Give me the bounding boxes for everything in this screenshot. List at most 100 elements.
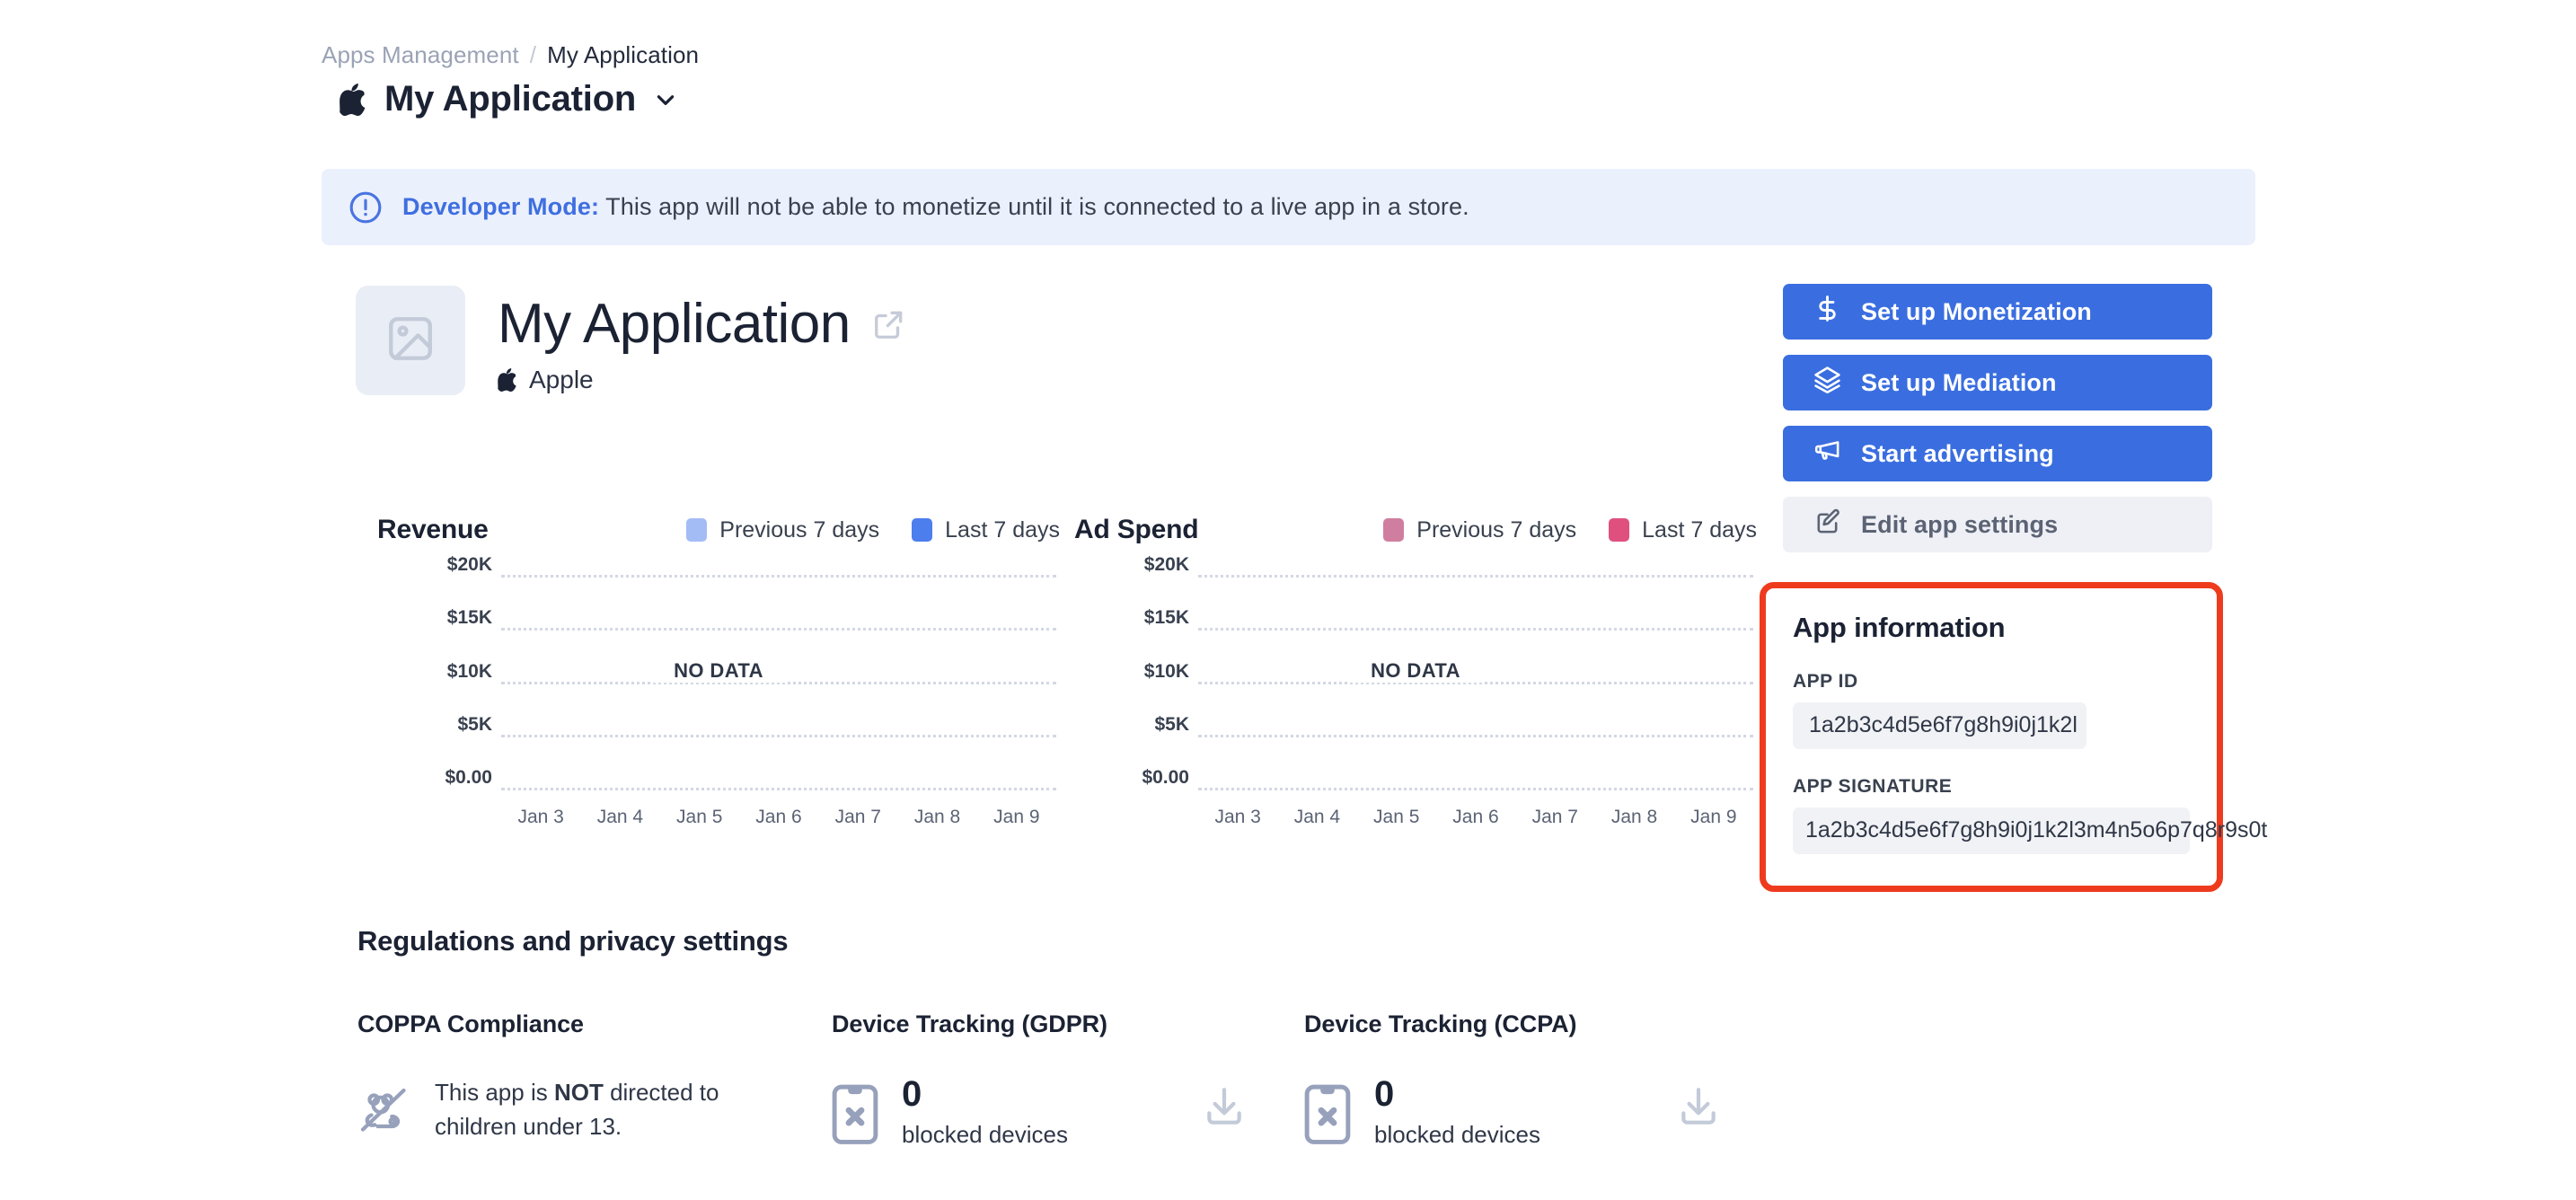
x-axis: Jan 3 Jan 4 Jan 5 Jan 6 Jan 7 Jan 8 Jan … (501, 807, 1056, 828)
chart-title: Revenue (377, 515, 489, 544)
x-tick-label: Jan 3 (1214, 807, 1261, 827)
download-icon[interactable] (1202, 1084, 1247, 1129)
x-tick-label: Jan 4 (1293, 807, 1341, 827)
coppa-text-after: directed to children under 13. (435, 1079, 719, 1140)
breadcrumb: Apps Management / My Application (322, 41, 699, 69)
y-tick-label: $0.00 (1142, 767, 1189, 788)
legend-item[interactable]: Previous 7 days (1383, 517, 1576, 543)
app-information-card: App information APP ID 1a2b3c4d5e6f7g8h9… (1760, 582, 2267, 892)
ccpa-blocked-count: 0 (1374, 1074, 1395, 1114)
breadcrumb-current: My Application (547, 41, 700, 68)
y-tick-label: $15K (446, 607, 492, 628)
x-tick-label: Jan 4 (596, 807, 644, 827)
gridline (501, 682, 1056, 684)
coppa-heading: COPPA Compliance (357, 1010, 584, 1037)
app-signature-value[interactable]: 1a2b3c4d5e6f7g8h9i0j1k2l3m4n5o6p7q8r9s0t (1793, 807, 2267, 854)
y-tick-label: $15K (1143, 607, 1189, 628)
y-tick-label: $10K (1143, 661, 1189, 682)
ad-spend-chart: Ad Spend Previous 7 days Last 7 days $20… (1074, 514, 1757, 827)
gridline (501, 628, 1056, 631)
legend-item[interactable]: Previous 7 days (686, 517, 879, 543)
platform-label: Apple (529, 366, 594, 394)
breadcrumb-apps-management[interactable]: Apps Management (322, 41, 519, 68)
ccpa-heading: Device Tracking (CCPA) (1304, 1010, 1577, 1037)
image-placeholder-icon (384, 313, 437, 369)
button-label: Set up Mediation (1861, 368, 2057, 396)
gdpr-blocked-count: 0 (902, 1074, 922, 1114)
device-tracking-ccpa-block: Device Tracking (CCPA) 0 blocked devices (1304, 1010, 1753, 1149)
legend-label: Last 7 days (1642, 516, 1757, 543)
app-id-value[interactable]: 1a2b3c4d5e6f7g8h9i0j1k2l (1793, 702, 2086, 749)
set-up-mediation-button[interactable]: Set up Mediation (1783, 355, 2212, 410)
megaphone-icon (1813, 437, 1841, 471)
button-label: Set up Monetization (1861, 297, 2092, 325)
app-name: My Application (498, 293, 851, 355)
gridline (1198, 682, 1753, 684)
gridline (1198, 575, 1753, 578)
legend-label: Previous 7 days (1416, 516, 1577, 543)
action-buttons: Set up Monetization Set up Mediation Sta… (1783, 284, 2212, 552)
gridline (501, 735, 1056, 737)
alert-circle-icon (348, 190, 383, 225)
external-link-icon[interactable] (872, 307, 906, 341)
y-tick-label: $20K (1143, 554, 1189, 575)
start-advertising-button[interactable]: Start advertising (1783, 426, 2212, 481)
x-tick-label: Jan 9 (1690, 807, 1737, 827)
developer-mode-banner: Developer Mode: This app will not be abl… (322, 169, 2255, 245)
legend-swatch (686, 518, 708, 542)
coppa-text-emphasis: NOT (553, 1079, 604, 1106)
gridline (501, 575, 1056, 578)
chevron-down-icon[interactable] (654, 88, 677, 111)
legend-item[interactable]: Last 7 days (912, 517, 1060, 543)
teddy-bear-blocked-icon (357, 1083, 411, 1137)
edit-app-settings-button[interactable]: Edit app settings (1783, 497, 2212, 552)
x-tick-label: Jan 5 (1373, 807, 1420, 827)
x-tick-label: Jan 3 (517, 807, 564, 827)
no-data-label: NO DATA (1347, 659, 1484, 683)
apple-icon (340, 83, 366, 116)
legend-swatch (1609, 518, 1630, 542)
x-tick-label: Jan 6 (755, 807, 802, 827)
app-header[interactable]: My Application (340, 79, 677, 119)
legend-item[interactable]: Last 7 days (1609, 517, 1757, 543)
gridline (501, 788, 1056, 790)
no-data-label: NO DATA (650, 659, 787, 683)
page-title: My Application (384, 79, 637, 119)
app-information-title: App information (1793, 612, 2006, 643)
set-up-monetization-button[interactable]: Set up Monetization (1783, 284, 2212, 340)
button-label: Start advertising (1861, 439, 2054, 467)
chart-plot-area: $20K $15K $10K NO DATA $5K $0.00 Jan (1074, 554, 1757, 827)
app-id-label: APP ID (1793, 671, 1858, 692)
chart-plot-area: $20K $15K $10K NO DATA $5K $0.00 Jan (377, 554, 1060, 827)
ccpa-blocked-label: blocked devices (1374, 1121, 1540, 1148)
banner-strong-label: Developer Mode: (402, 193, 600, 220)
apple-icon (498, 368, 517, 393)
app-identity: My Application Apple (356, 286, 906, 395)
revenue-chart: Revenue Previous 7 days Last 7 days $20K… (377, 514, 1060, 827)
y-tick-label: $5K (1154, 714, 1189, 735)
banner-body-text: This app will not be able to monetize un… (599, 193, 1469, 220)
download-icon[interactable] (1676, 1084, 1721, 1129)
chart-legend: Previous 7 days Last 7 days (1383, 517, 1757, 543)
chart-legend: Previous 7 days Last 7 days (686, 517, 1060, 543)
app-thumbnail (356, 286, 465, 395)
gridline (1198, 735, 1753, 737)
gridline (1198, 788, 1753, 790)
x-tick-label: Jan 7 (1531, 807, 1578, 827)
x-tick-label: Jan 7 (834, 807, 881, 827)
edit-square-icon (1813, 507, 1841, 542)
x-tick-label: Jan 8 (1610, 807, 1658, 827)
legend-swatch (912, 518, 933, 542)
chart-title: Ad Spend (1074, 515, 1199, 544)
coppa-compliance-block: COPPA Compliance This app is NOT directe… (357, 1010, 789, 1143)
legend-label: Last 7 days (945, 516, 1060, 543)
gdpr-heading: Device Tracking (GDPR) (832, 1010, 1107, 1037)
gridline (1198, 628, 1753, 631)
x-tick-label: Jan 9 (993, 807, 1040, 827)
regulations-section-title: Regulations and privacy settings (357, 925, 789, 957)
y-tick-label: $10K (446, 661, 492, 682)
legend-label: Previous 7 days (719, 516, 880, 543)
phone-blocked-icon (1304, 1084, 1351, 1144)
layers-icon (1813, 366, 1841, 400)
app-platform: Apple (498, 366, 906, 394)
